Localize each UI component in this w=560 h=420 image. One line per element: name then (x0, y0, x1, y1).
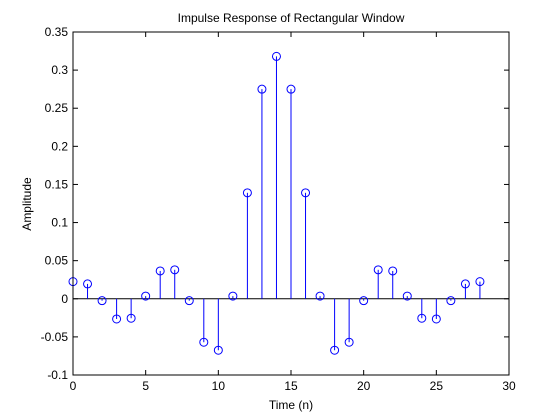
stem-marker (271, 51, 281, 61)
stem-marker (141, 291, 151, 301)
y-tick-label: 0.35 (45, 25, 69, 39)
y-tick-label: 0.25 (45, 101, 69, 115)
stem-marker (359, 296, 369, 306)
stem-marker (431, 314, 441, 324)
x-tick-label: 10 (212, 379, 226, 393)
y-tick-label: 0.1 (51, 216, 68, 230)
chart-title: Impulse Response of Rectangular Window (178, 11, 405, 25)
stem-marker (257, 84, 267, 94)
x-tick-label: 25 (430, 379, 444, 393)
chart-marks (68, 51, 509, 355)
stem-marker (184, 296, 194, 306)
stem-marker (417, 313, 427, 323)
stem-marker (373, 265, 383, 275)
y-tick-label: 0.05 (45, 254, 69, 268)
stem-marker (126, 313, 136, 323)
stem-marker (475, 277, 485, 287)
stem-marker (199, 337, 209, 347)
y-tick-label: 0.3 (51, 63, 68, 77)
x-axis-ticks: 0 5 10 15 20 25 30 (70, 32, 516, 393)
x-tick-label: 5 (142, 379, 149, 393)
x-tick-label: 15 (284, 379, 298, 393)
x-tick-label: 30 (502, 379, 516, 393)
stem-marker (83, 279, 93, 289)
y-tick-label: -0.1 (47, 368, 68, 382)
stem-marker (112, 314, 122, 324)
stem-marker (213, 345, 223, 355)
stem-marker (330, 345, 340, 355)
stem-marker (344, 337, 354, 347)
stem-marker (402, 291, 412, 301)
axes-box (72, 31, 510, 376)
stem-marker (388, 266, 398, 276)
x-tick-label: 20 (357, 379, 371, 393)
stem-marker (301, 188, 311, 198)
stem-marker (315, 291, 325, 301)
y-tick-label: 0.15 (45, 177, 69, 191)
stem-marker (446, 296, 456, 306)
stem-marker (242, 188, 252, 198)
stem-marker (97, 296, 107, 306)
y-axis-label: Amplitude (20, 177, 34, 231)
stem-marker (170, 265, 180, 275)
stem-marker (460, 279, 470, 289)
y-tick-label: 0.2 (51, 139, 68, 153)
y-tick-label: -0.05 (41, 330, 69, 344)
y-tick-label: 0 (61, 292, 68, 306)
x-tick-label: 0 (70, 379, 77, 393)
y-axis-ticks: -0.1 -0.05 0 0.05 0.1 0.15 0.2 0.25 0.3 0.35 (41, 25, 509, 382)
stem-marker (155, 266, 165, 276)
stem-marker (286, 84, 296, 94)
stem-marker (228, 291, 238, 301)
x-axis-label: Time (n) (269, 398, 313, 412)
